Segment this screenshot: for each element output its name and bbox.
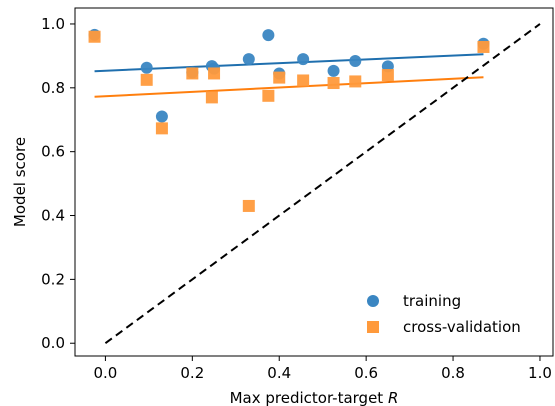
- y-tick-label: 1.0: [41, 15, 65, 33]
- point-cross-validation-7: [262, 89, 275, 102]
- point-cross-validation-3: [186, 67, 199, 80]
- point-cross-validation-13: [477, 40, 490, 53]
- reference-line-layer: [104, 23, 541, 345]
- x-tick-label: 0.0: [93, 364, 117, 382]
- point-cross-validation-10: [327, 77, 340, 90]
- legend-marker-cross-validation: [367, 321, 379, 333]
- point-training-10: [327, 64, 340, 77]
- legend-label-training: training: [403, 292, 461, 310]
- point-cross-validation-8: [273, 71, 286, 84]
- legend-marker-training: [367, 295, 379, 307]
- point-training-6: [242, 53, 255, 66]
- point-training-11: [349, 54, 362, 67]
- point-training-1: [140, 61, 153, 74]
- x-axis-label-text: Max predictor-target: [230, 389, 384, 406]
- x-tick-label: 0.2: [180, 364, 204, 382]
- y-tick-label: 0.6: [41, 143, 65, 161]
- x-tick-label: 0.6: [354, 364, 378, 382]
- legend-label-cross-validation: cross-validation: [403, 318, 521, 336]
- fit-line-1: [94, 76, 484, 98]
- y-axis-ticks: 0.0 0.2 0.4 0.6 0.8 1.0: [41, 15, 75, 352]
- y-tick-label: 0.8: [41, 79, 65, 97]
- legend: training cross-validation: [367, 292, 521, 336]
- point-training-7: [262, 29, 275, 42]
- reference-line: [104, 23, 541, 345]
- plot-frame: [74, 7, 554, 357]
- fit-lines: [94, 53, 484, 98]
- point-cross-validation-6: [242, 199, 255, 212]
- y-tick-label: 0.2: [41, 270, 65, 288]
- fit-line-0: [94, 53, 484, 73]
- point-cross-validation-4: [205, 91, 218, 104]
- x-axis-label-variable: R: [388, 389, 398, 406]
- point-cross-validation-11: [349, 75, 362, 88]
- point-training-2: [155, 110, 168, 123]
- x-axis-label: Max predictor-target R: [230, 389, 399, 406]
- point-cross-validation-1: [140, 73, 153, 86]
- x-axis-ticks: 0.0 0.2 0.4 0.6 0.8 1.0: [93, 356, 552, 382]
- point-training-9: [297, 53, 310, 66]
- x-tick-label: 0.8: [441, 364, 465, 382]
- point-cross-validation-0: [88, 30, 101, 43]
- y-axis-label: Model score: [11, 137, 29, 227]
- x-tick-label: 1.0: [528, 364, 552, 382]
- data-points: [88, 28, 490, 212]
- y-tick-label: 0.4: [41, 207, 65, 225]
- point-cross-validation-5: [208, 67, 221, 80]
- x-tick-label: 0.4: [267, 364, 291, 382]
- point-cross-validation-2: [155, 122, 168, 135]
- y-tick-label: 0.0: [41, 334, 65, 352]
- point-cross-validation-9: [297, 74, 310, 87]
- point-cross-validation-12: [381, 69, 394, 82]
